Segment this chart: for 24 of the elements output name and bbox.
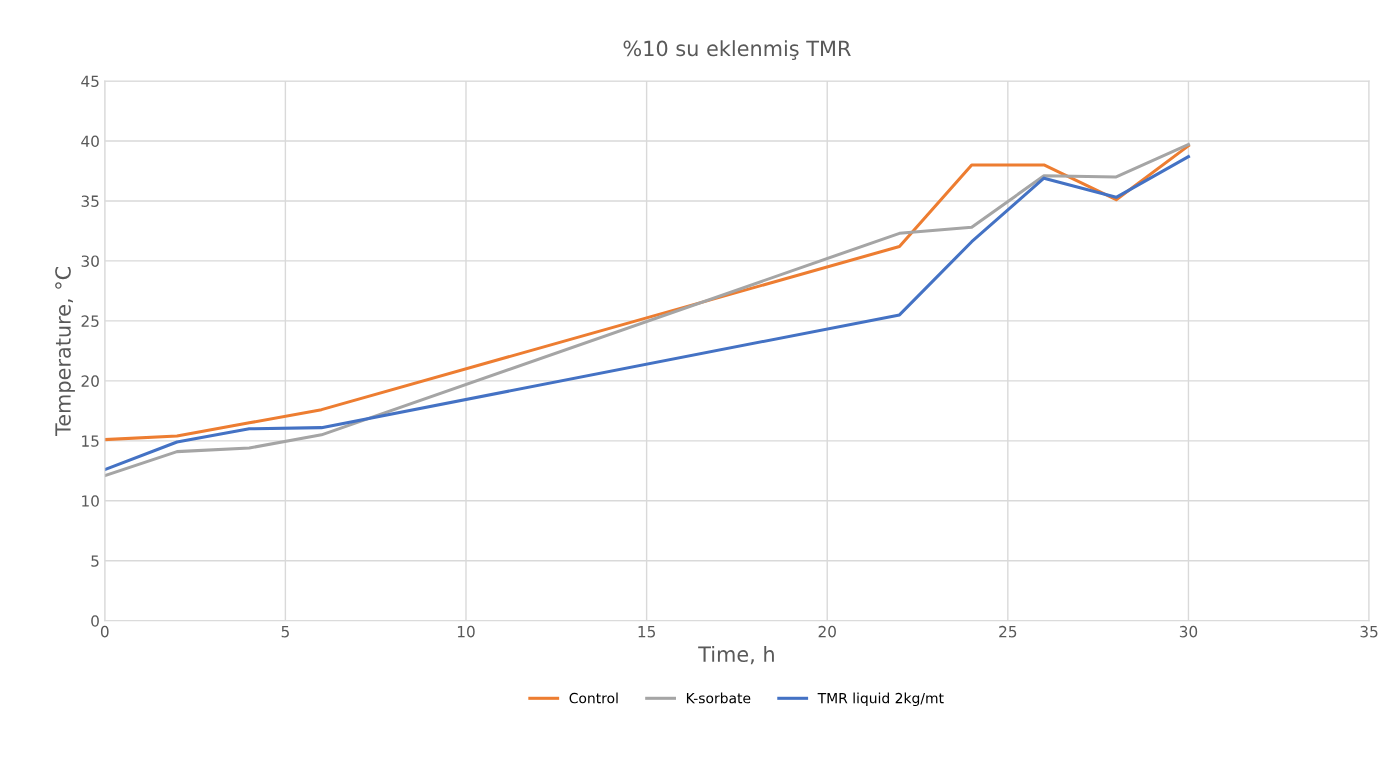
chart-title: %10 su eklenmiş TMR — [623, 40, 851, 61]
x-axis-title: Time, h — [698, 645, 774, 665]
x-tick-label: 30 — [1179, 625, 1198, 638]
y-tick-label: 0 — [91, 615, 99, 627]
y-tick-label: 45 — [81, 75, 99, 88]
x-tick-label: 25 — [999, 625, 1017, 638]
y-tick-label: 15 — [82, 435, 99, 447]
y-tick-label: 5 — [91, 555, 99, 567]
y-tick-label: 10 — [82, 495, 99, 507]
x-tick-label: 10 — [457, 625, 475, 638]
legend-label: TMR liquid 2kg/mt — [817, 692, 944, 707]
x-tick-label: 5 — [281, 626, 289, 638]
y-tick-label: 40 — [81, 135, 99, 147]
y-axis-title: Temperature, °C — [55, 266, 75, 437]
y-tick-label: 25 — [81, 315, 99, 327]
x-tick-label: 20 — [818, 625, 836, 638]
y-tick-label: 20 — [81, 375, 99, 387]
legend-label: K-sorbate — [686, 692, 751, 704]
y-tick-label: 30 — [81, 255, 99, 267]
y-tick-label: 35 — [81, 195, 99, 207]
x-tick-label: 35 — [1360, 625, 1378, 638]
x-tick-label: 0 — [100, 625, 109, 638]
x-tick-label: 15 — [638, 626, 655, 638]
legend-label: Control — [569, 692, 618, 704]
